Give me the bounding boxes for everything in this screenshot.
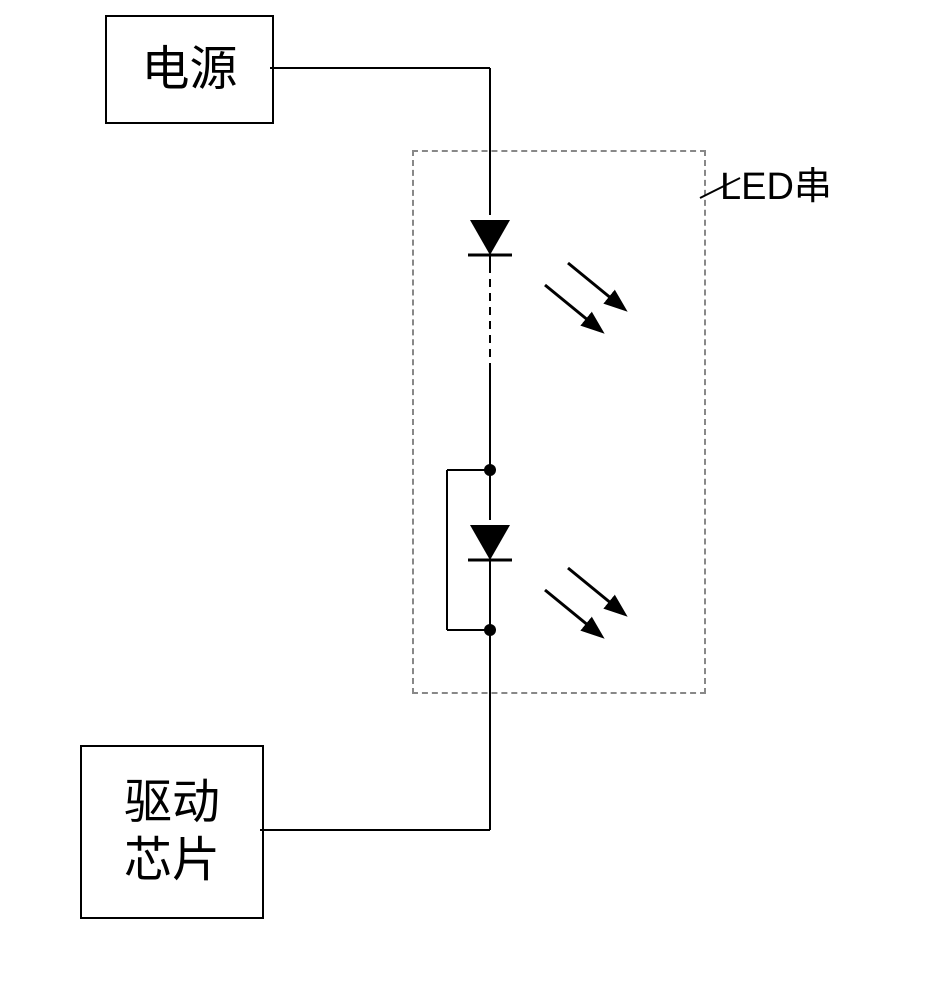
power-label: 电源 bbox=[141, 41, 237, 99]
led-string-label: LED串 bbox=[720, 155, 832, 210]
driver-label: 驱动 芯片 bbox=[124, 774, 220, 889]
power-box: 电源 bbox=[105, 15, 274, 124]
driver-box: 驱动 芯片 bbox=[80, 745, 264, 919]
led-string-box bbox=[412, 150, 706, 694]
